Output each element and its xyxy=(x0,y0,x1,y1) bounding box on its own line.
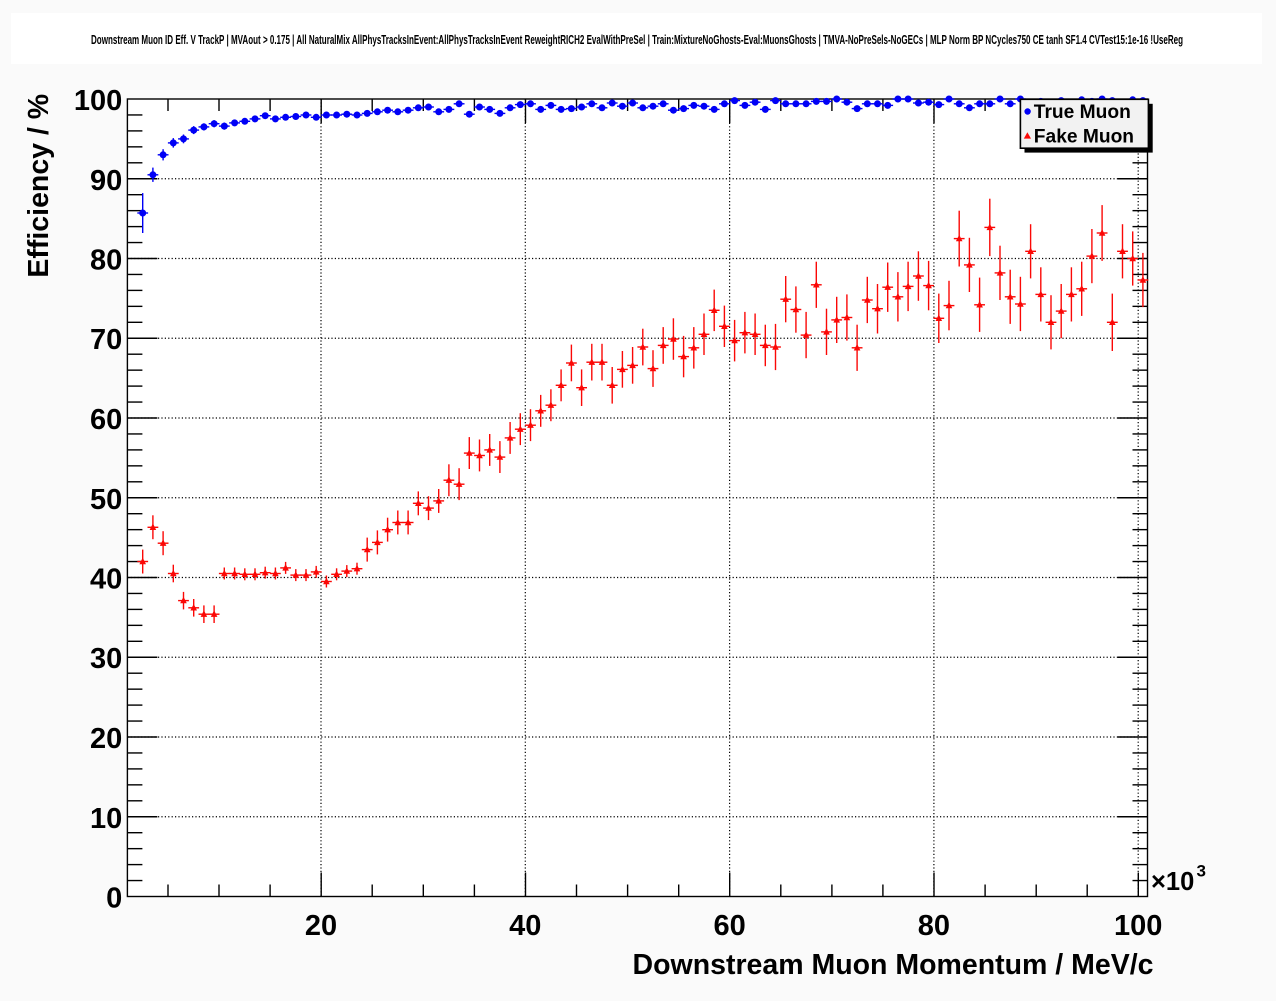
svg-text:80: 80 xyxy=(918,910,950,942)
svg-text:100: 100 xyxy=(74,85,122,117)
svg-text:Fake Muon: Fake Muon xyxy=(1034,127,1134,148)
svg-text:Downstream Muon Momentum / MeV: Downstream Muon Momentum / MeV/c xyxy=(633,949,1154,981)
svg-text:20: 20 xyxy=(90,723,122,755)
svg-text:True Muon: True Muon xyxy=(1034,102,1131,123)
svg-text:70: 70 xyxy=(90,324,122,356)
svg-text:40: 40 xyxy=(90,564,122,596)
svg-text:60: 60 xyxy=(713,910,745,942)
svg-text:×10: ×10 xyxy=(1151,868,1194,896)
svg-text:80: 80 xyxy=(90,245,122,277)
svg-text:20: 20 xyxy=(305,910,337,942)
svg-text:50: 50 xyxy=(90,484,122,516)
svg-text:3: 3 xyxy=(1197,862,1206,881)
svg-text:60: 60 xyxy=(90,404,122,436)
svg-text:40: 40 xyxy=(509,910,541,942)
svg-text:Efficiency / %: Efficiency / % xyxy=(23,94,55,278)
svg-text:Downstream Muon ID Eff. V Trac: Downstream Muon ID Eff. V TrackP | MVAou… xyxy=(91,33,1183,47)
svg-text:100: 100 xyxy=(1114,910,1162,942)
svg-text:0: 0 xyxy=(106,883,122,915)
svg-text:10: 10 xyxy=(90,803,122,835)
svg-text:90: 90 xyxy=(90,165,122,197)
svg-text:30: 30 xyxy=(90,643,122,675)
